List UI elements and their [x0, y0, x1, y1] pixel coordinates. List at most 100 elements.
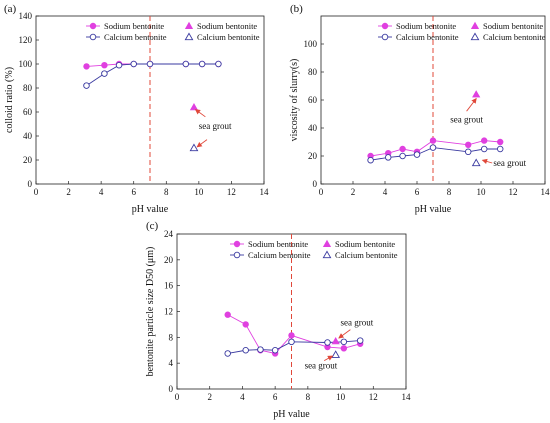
- legend-marker: [381, 22, 389, 30]
- y-tick-label: 40: [308, 123, 318, 133]
- legend-marker: [89, 22, 97, 30]
- x-tick-label: 0: [175, 392, 180, 402]
- sea-grout-point: [472, 90, 481, 98]
- x-tick-label: 14: [541, 187, 550, 197]
- y-tick-label: 20: [23, 155, 33, 165]
- y-tick-label: 0: [28, 179, 33, 189]
- data-point: [83, 82, 90, 89]
- data-point: [497, 138, 504, 146]
- x-axis-label: pH value: [132, 204, 169, 215]
- data-point: [101, 70, 108, 77]
- x-tick-label: 14: [260, 187, 270, 197]
- x-tick-label: 4: [383, 187, 388, 197]
- sea-grout-point: [331, 350, 341, 358]
- x-tick-label: 6: [131, 187, 136, 197]
- y-tick-label: 100: [19, 59, 33, 69]
- x-tick-label: 0: [319, 187, 324, 197]
- data-point: [288, 338, 295, 346]
- legend-label: Sodium bentonite: [104, 21, 164, 31]
- y-tick-label: 0: [169, 384, 174, 394]
- legend-marker: [470, 32, 480, 41]
- y-axis-label: bentonite particle size D50 (μm): [145, 247, 156, 377]
- data-point: [242, 347, 249, 354]
- annotation-text: sea grout: [450, 114, 483, 124]
- data-point: [399, 152, 406, 160]
- legend-label: Calcium bentonite: [197, 32, 260, 42]
- panel-label: (c): [146, 220, 159, 232]
- data-point: [356, 337, 364, 344]
- y-tick-label: 100: [304, 39, 318, 49]
- x-tick-label: 12: [369, 392, 378, 402]
- annotation-text: sea grout: [341, 318, 374, 328]
- x-tick-label: 14: [402, 392, 412, 402]
- x-tick-label: 4: [240, 392, 245, 402]
- legend-marker: [184, 21, 194, 30]
- data-point: [324, 339, 331, 346]
- legend-marker: [233, 251, 241, 259]
- y-tick-label: 80: [23, 83, 33, 93]
- sea-grout-point: [331, 337, 340, 345]
- data-point: [340, 338, 348, 346]
- legend-label: Sodium bentonite: [197, 21, 257, 31]
- data-point: [224, 311, 231, 318]
- chart-b: (b) 0 2 4 6 8 10 12 14 0 20 40 60 80 100 pH value viscos…: [289, 3, 550, 215]
- annotation-text: sea grout: [199, 121, 232, 131]
- data-point: [465, 141, 472, 148]
- series-1: [224, 337, 364, 357]
- x-tick-label: 4: [99, 187, 104, 197]
- x-tick-label: 2: [66, 187, 71, 197]
- data-point: [182, 60, 190, 68]
- data-point: [198, 60, 206, 68]
- x-tick-label: 2: [351, 187, 356, 197]
- data-point: [464, 148, 472, 156]
- annotation-arrow: [323, 355, 334, 361]
- y-tick-label: 16: [164, 281, 174, 291]
- x-tick-label: 10: [336, 392, 346, 402]
- x-tick-label: 12: [509, 187, 518, 197]
- y-tick-label: 8: [169, 332, 174, 342]
- x-tick-label: 2: [207, 392, 212, 402]
- data-point: [101, 61, 108, 69]
- annotation-arrow: [338, 329, 351, 339]
- annotation-arrow: [196, 139, 208, 148]
- annotation-arrow: [194, 109, 206, 118]
- data-point: [340, 345, 348, 352]
- legend-label: Calcium bentonite: [104, 32, 167, 42]
- x-axis-label: pH value: [415, 204, 452, 215]
- annotation-arrow: [481, 158, 493, 165]
- data-point: [83, 63, 90, 70]
- y-tick-label: 40: [23, 131, 33, 141]
- data-point: [429, 137, 437, 144]
- data-point: [429, 144, 437, 151]
- panel-label: (a): [4, 3, 17, 15]
- x-tick-label: 8: [306, 392, 311, 402]
- y-tick-label: 60: [23, 107, 33, 117]
- legend-marker: [184, 32, 194, 41]
- data-point: [496, 145, 504, 153]
- data-point: [288, 332, 295, 339]
- data-point: [413, 151, 421, 158]
- data-point: [215, 60, 222, 68]
- x-tick-label: 12: [227, 187, 236, 197]
- x-tick-label: 6: [415, 187, 420, 197]
- annotation-arrow: [466, 97, 477, 112]
- legend-marker: [322, 239, 332, 247]
- legend-marker: [233, 240, 241, 248]
- sea-grout-point: [471, 158, 481, 167]
- y-tick-label: 120: [19, 35, 33, 45]
- data-point: [130, 60, 137, 68]
- data-point: [384, 154, 392, 161]
- data-point: [257, 346, 264, 353]
- data-point: [367, 156, 374, 164]
- y-tick-label: 140: [19, 11, 33, 21]
- y-axis-label: viscosity of slurry(s): [289, 59, 300, 142]
- legend-label: Calcium bentonite: [483, 32, 546, 42]
- y-axis-label: colloid ratio (%): [4, 67, 15, 133]
- series-1: [367, 144, 504, 164]
- x-tick-label: 0: [34, 187, 39, 197]
- legend-marker: [381, 33, 389, 41]
